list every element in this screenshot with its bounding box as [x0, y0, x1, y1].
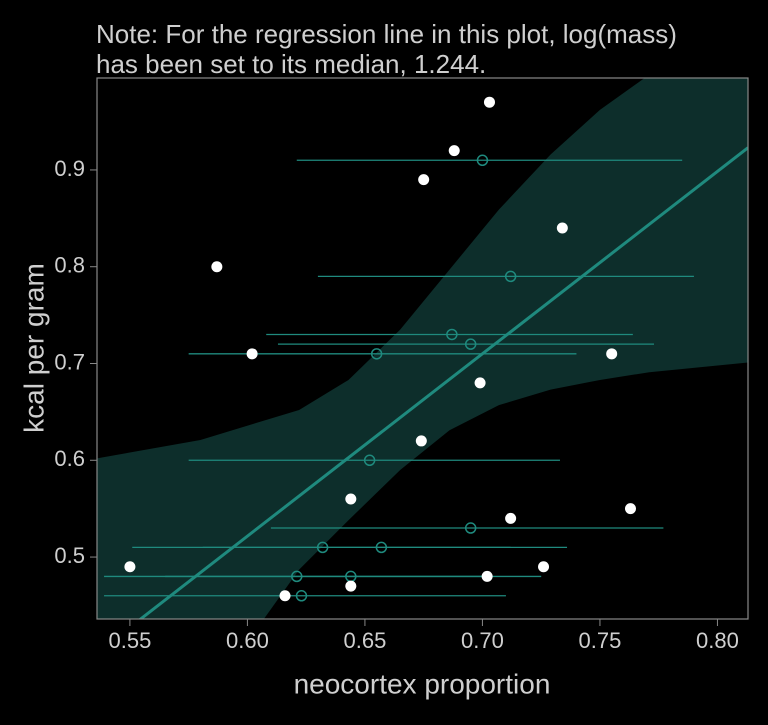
observed-point [415, 435, 427, 447]
imputed-point [363, 454, 376, 467]
observed-point [279, 590, 291, 602]
y-tick-label: 0.6 [54, 446, 85, 471]
observed-point [538, 561, 550, 573]
imputed-point [504, 270, 517, 283]
observed-point [418, 174, 430, 186]
x-tick-label: 0.55 [108, 628, 151, 653]
y-axis-label: kcal per gram [18, 263, 49, 433]
plot-area [97, 78, 748, 619]
observed-point [211, 261, 223, 273]
x-tick-label: 0.65 [344, 628, 387, 653]
annotation: Note: For the regression line in this pl… [96, 19, 677, 49]
regression-line [138, 146, 748, 619]
x-tick-label: 0.70 [461, 628, 504, 653]
imputed-point [446, 328, 458, 341]
observed-point [474, 377, 486, 389]
observed-point [448, 145, 460, 157]
observed-point [124, 561, 136, 573]
imputed-point [464, 338, 477, 350]
observed-point [556, 222, 568, 234]
observed-point [606, 348, 618, 360]
observed-point [505, 512, 517, 524]
imputed-point [476, 154, 489, 167]
x-axis-label: neocortex proportion [294, 668, 551, 699]
imputed-point [295, 590, 308, 602]
y-tick-label: 0.8 [54, 253, 85, 278]
observed-point [345, 580, 357, 592]
imputed-point [464, 522, 477, 534]
observed-point [345, 493, 357, 505]
annotation: has been set to its median, 1.244. [96, 49, 486, 79]
y-tick-label: 0.9 [54, 156, 85, 181]
observed-point [624, 503, 636, 515]
confidence-ribbon [97, 78, 748, 619]
observed-point [481, 570, 493, 582]
y-tick-label: 0.5 [54, 543, 85, 568]
imputed-point [370, 348, 383, 360]
x-tick-label: 0.75 [579, 628, 622, 653]
x-tick-label: 0.60 [226, 628, 269, 653]
y-tick-label: 0.7 [54, 349, 85, 374]
observed-point [246, 348, 258, 360]
x-tick-label: 0.80 [696, 628, 739, 653]
plot-border [96, 77, 749, 620]
imputed-point [375, 541, 388, 554]
observed-point [483, 96, 495, 108]
